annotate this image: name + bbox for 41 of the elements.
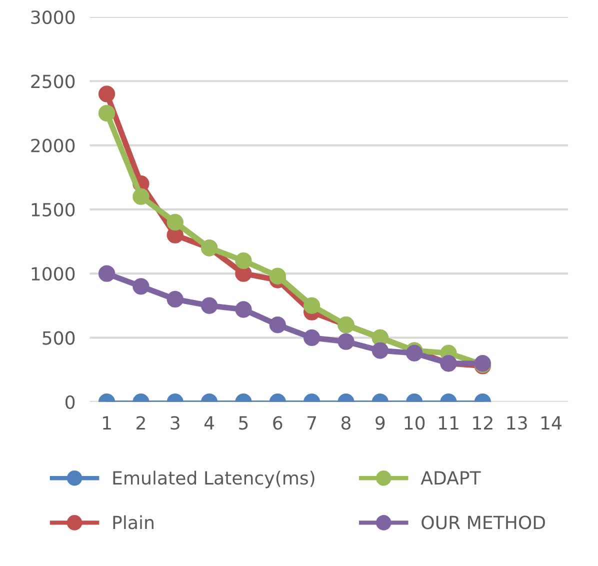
- y-tick-label: 3000: [31, 10, 75, 24]
- legend-label: OUR METHOD: [422, 516, 545, 530]
- x-tick-label: 10: [404, 416, 425, 430]
- x-tick-label: 2: [136, 416, 145, 430]
- x-tick-label: 14: [542, 416, 562, 430]
- point: [166, 290, 184, 308]
- legend-label: Plain: [113, 515, 154, 530]
- x-tick-label: 6: [273, 416, 282, 430]
- point: [98, 86, 116, 102]
- point: [269, 268, 286, 284]
- x-tick-label: 13: [507, 416, 527, 430]
- point: [166, 214, 184, 231]
- point: [303, 329, 320, 346]
- y-tick-label: 1500: [32, 202, 75, 217]
- point: [235, 252, 252, 270]
- point: [303, 297, 320, 314]
- x-tick-label: 3: [170, 416, 180, 430]
- x-tick-label: 5: [239, 416, 248, 430]
- x-tick-label: 4: [204, 416, 214, 430]
- point: [98, 265, 116, 282]
- point: [132, 278, 150, 295]
- x-tick-label: 9: [376, 416, 385, 430]
- y-tick-label: 2500: [31, 74, 75, 88]
- y-tick-label: 500: [42, 331, 75, 345]
- y-tick-label: 1000: [32, 267, 75, 281]
- y-tick-label: 2000: [31, 138, 75, 152]
- point: [269, 316, 286, 334]
- legend-label: Emulated Latency(ms): [113, 470, 314, 488]
- point: [98, 104, 116, 122]
- legend-label: ADAPT: [420, 471, 481, 484]
- point: [372, 342, 388, 359]
- x-tick-label: 12: [473, 416, 492, 430]
- x-tick-label: 7: [308, 416, 316, 430]
- y-tick-label: 0: [66, 395, 75, 409]
- point: [235, 301, 252, 318]
- x-tick-label: 8: [341, 416, 350, 430]
- point: [132, 188, 150, 205]
- point: [338, 333, 354, 350]
- point: [200, 297, 218, 314]
- x-tick-label: 11: [438, 416, 458, 430]
- x-tick-label: 1: [103, 416, 111, 430]
